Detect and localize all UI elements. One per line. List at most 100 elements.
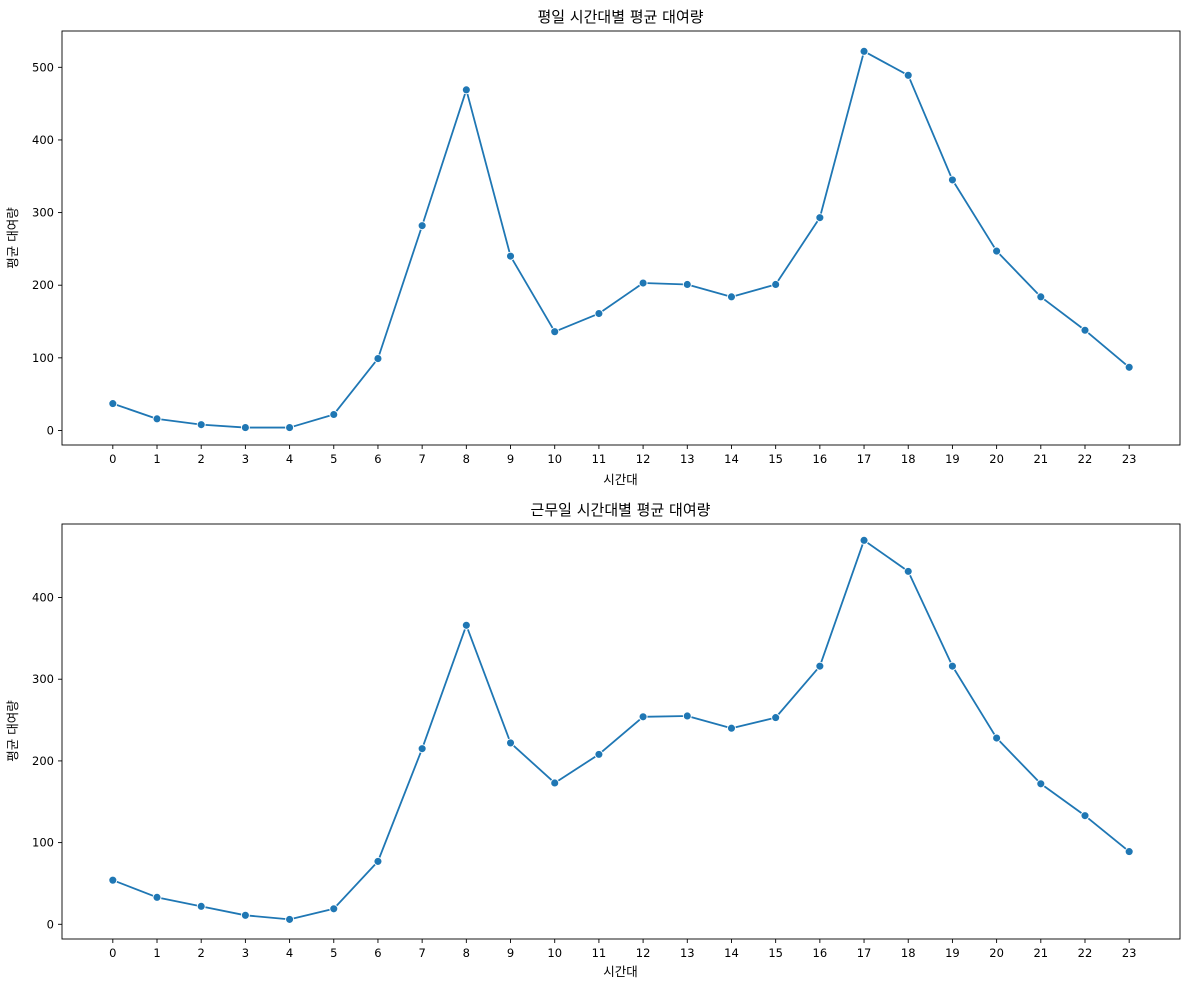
x-tick-label: 9	[507, 452, 514, 466]
data-point	[1080, 811, 1090, 821]
data-point	[859, 46, 869, 56]
data-point	[903, 70, 913, 80]
y-tick-label: 400	[32, 133, 54, 147]
y-tick-label: 500	[32, 60, 54, 74]
data-point	[373, 856, 383, 866]
data-point	[682, 280, 692, 289]
y-tick-label: 200	[32, 278, 54, 292]
data-point	[992, 246, 1002, 256]
x-tick-label: 19	[945, 946, 960, 960]
data-point	[329, 410, 339, 419]
data-point	[727, 292, 736, 302]
data-point	[1036, 292, 1046, 302]
data-point	[1124, 362, 1134, 372]
x-tick-label: 18	[901, 946, 916, 960]
x-tick-label: 9	[507, 946, 514, 960]
y-tick-label: 300	[32, 672, 54, 686]
x-tick-label: 10	[547, 946, 562, 960]
x-tick-label: 17	[857, 946, 872, 960]
x-tick-label: 10	[547, 452, 562, 466]
x-tick-label: 5	[330, 452, 337, 466]
data-point	[1080, 325, 1090, 335]
data-point	[947, 175, 957, 185]
x-tick-label: 14	[724, 452, 739, 466]
data-point	[152, 414, 162, 424]
x-tick-label: 13	[680, 452, 695, 466]
data-point	[815, 661, 825, 671]
y-tick-label: 0	[47, 917, 54, 931]
y-tick-label: 300	[32, 206, 54, 220]
x-tick-label: 0	[109, 452, 116, 466]
x-tick-label: 16	[813, 946, 828, 960]
data-point	[903, 566, 913, 576]
series-line	[112, 50, 1130, 429]
x-tick-label: 18	[901, 452, 916, 466]
x-tick-label: 1	[153, 452, 160, 466]
data-point	[771, 713, 781, 723]
plot-frame	[61, 30, 1181, 446]
x-tick-label: 20	[989, 452, 1004, 466]
data-point	[638, 712, 648, 722]
data-point	[373, 354, 383, 364]
data-point	[196, 901, 206, 911]
data-point	[859, 535, 869, 545]
data-point	[947, 661, 957, 671]
workday-chart: 근무일 시간대별 평균 대여량 시간대 평균 대여량 0 1 2 3 4 5 6 7 8 9 10 1…	[5, 501, 1181, 979]
data-point	[196, 420, 206, 430]
data-point	[771, 280, 781, 289]
x-tick-label: 2	[198, 452, 205, 466]
data-point	[1036, 779, 1046, 789]
x-tick-label: 4	[286, 452, 293, 466]
y-tick-label: 200	[32, 754, 54, 768]
series-line	[112, 539, 1130, 921]
x-tick-label: 3	[242, 452, 249, 466]
x-tick-label: 6	[374, 946, 381, 960]
data-point	[594, 309, 604, 318]
y-tick-label: 0	[47, 423, 54, 437]
data-point	[240, 423, 250, 433]
x-tick-label: 23	[1122, 946, 1137, 960]
data-point	[594, 749, 604, 759]
x-tick-label: 8	[463, 452, 470, 466]
data-point	[550, 778, 560, 788]
data-point	[682, 711, 692, 721]
data-point	[108, 399, 118, 409]
data-point	[992, 733, 1002, 743]
data-point	[285, 914, 295, 924]
data-point	[727, 723, 736, 733]
data-point	[506, 251, 515, 261]
x-tick-label: 3	[242, 946, 249, 960]
x-tick-label: 16	[813, 452, 828, 466]
data-point	[506, 738, 515, 748]
data-point	[461, 85, 471, 95]
data-point	[240, 910, 250, 920]
data-point	[285, 423, 295, 433]
x-tick-label: 5	[330, 946, 337, 960]
data-point	[461, 620, 471, 630]
chart-title: 평일 시간대별 평균 대여량	[537, 8, 703, 26]
data-point	[815, 213, 825, 223]
x-tick-label: 7	[418, 946, 425, 960]
data-point	[550, 327, 560, 337]
x-tick-label: 1	[153, 946, 160, 960]
x-tick-label: 6	[374, 452, 381, 466]
x-tick-label: 7	[418, 452, 425, 466]
data-point	[417, 221, 427, 231]
y-tick-label: 100	[32, 836, 54, 850]
x-tick-label: 22	[1078, 946, 1093, 960]
data-point	[638, 278, 648, 288]
x-tick-label: 15	[768, 452, 783, 466]
x-tick-label: 23	[1122, 452, 1137, 466]
x-tick-label: 0	[109, 946, 116, 960]
x-tick-label: 12	[636, 452, 651, 466]
data-point	[108, 875, 118, 885]
plot-frame	[61, 523, 1181, 940]
x-tick-label: 19	[945, 452, 960, 466]
x-tick-label: 20	[989, 946, 1004, 960]
x-tick-label: 21	[1033, 946, 1048, 960]
x-tick-label: 21	[1033, 452, 1048, 466]
x-tick-label: 4	[286, 946, 293, 960]
chart-title: 근무일 시간대별 평균 대여량	[531, 501, 711, 519]
x-tick-label: 8	[463, 946, 470, 960]
